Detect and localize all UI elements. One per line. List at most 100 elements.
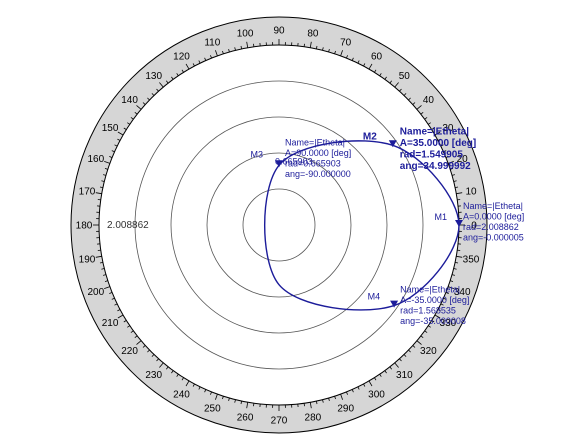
major-tick xyxy=(185,380,190,387)
major-tick xyxy=(159,362,164,368)
minor-tick xyxy=(234,399,236,403)
minor-tick xyxy=(101,268,105,270)
angle-tick-label: 260 xyxy=(237,413,254,424)
minor-tick xyxy=(142,345,146,348)
angle-tick-label: 310 xyxy=(396,370,413,381)
angle-tick-label: 90 xyxy=(273,26,285,37)
minor-tick xyxy=(450,168,454,170)
grid-ring xyxy=(242,188,316,262)
major-tick xyxy=(246,41,249,48)
major-tick xyxy=(215,50,218,57)
minor-tick xyxy=(111,297,115,300)
minor-tick xyxy=(437,309,441,312)
angle-tick-label: 130 xyxy=(145,71,162,82)
minor-tick xyxy=(210,55,212,59)
marker-m1[interactable]: M1 Name=|Etheta|A=0.0000 [deg]rad=2.00886… xyxy=(434,201,524,243)
major-tick xyxy=(368,380,373,387)
angle-tick-label: 180 xyxy=(76,221,93,232)
minor-tick xyxy=(334,396,336,400)
marker-m2[interactable]: M2 Name=|Etheta|A=35.0000 [deg]rad=1.5499… xyxy=(363,126,476,172)
minor-tick xyxy=(328,397,330,402)
minor-tick xyxy=(171,76,174,80)
major-tick xyxy=(416,105,422,110)
minor-tick xyxy=(424,330,428,333)
minor-tick xyxy=(134,111,138,115)
angle-tick-label: 350 xyxy=(463,254,480,265)
major-tick xyxy=(309,402,312,409)
minor-tick xyxy=(127,122,131,125)
minor-tick xyxy=(228,397,230,402)
minor-tick xyxy=(379,73,382,77)
marker-readout-line: rad=1.568535 xyxy=(400,306,456,316)
minor-tick xyxy=(374,69,377,73)
marker-extra-label: 0.665903 xyxy=(275,156,313,166)
marker-triangle xyxy=(275,160,283,168)
major-tick xyxy=(215,393,218,400)
major-tick xyxy=(340,50,343,57)
angle-tick-label: 80 xyxy=(307,29,319,40)
marker-m4[interactable]: M4 Name=|Etheta|A=-35.0000 [deg]rad=1.568… xyxy=(368,285,470,327)
minor-tick xyxy=(403,93,407,96)
grid-ring xyxy=(134,80,424,370)
minor-tick xyxy=(440,144,444,147)
minor-tick xyxy=(440,303,444,306)
angle-tick-label: 70 xyxy=(340,37,352,48)
minor-tick xyxy=(204,389,207,393)
minor-tick xyxy=(412,102,416,105)
angle-tick-label: 150 xyxy=(102,123,119,134)
major-tick xyxy=(104,161,111,164)
angle-tick-label: 20 xyxy=(457,154,469,165)
marker-readout-line: rad=0.665903 xyxy=(285,158,341,168)
minor-tick xyxy=(192,383,195,387)
marker-triangle xyxy=(455,220,463,227)
major-tick xyxy=(136,105,142,110)
marker-m3[interactable]: M3 Name=|Etheta|A=90.0000 [deg]rad=0.6659… xyxy=(250,137,351,179)
minor-tick xyxy=(445,292,449,294)
minor-tick xyxy=(408,349,411,353)
radial-max-label: 2.008862 xyxy=(107,220,149,231)
minor-tick xyxy=(109,156,113,158)
marker-triangle xyxy=(390,300,399,308)
minor-tick xyxy=(408,97,411,101)
minor-tick xyxy=(346,55,348,59)
minor-tick xyxy=(357,60,360,64)
marker-readout-line: Name=|Etheta| xyxy=(400,126,469,137)
minor-tick xyxy=(147,349,150,353)
minor-tick xyxy=(389,366,393,370)
marker-readout-line: ang=-0.000005 xyxy=(463,233,524,243)
major-tick xyxy=(434,131,441,136)
trace-etheta[interactable] xyxy=(263,140,460,311)
minor-tick xyxy=(102,274,107,276)
minor-tick xyxy=(240,45,242,49)
minor-tick xyxy=(123,127,127,130)
major-tick xyxy=(456,255,463,258)
minor-tick xyxy=(427,325,431,328)
minor-tick xyxy=(192,63,195,67)
angle-tick-label: 330 xyxy=(440,318,457,329)
angle-tick-label: 60 xyxy=(371,52,383,63)
angle-tick-label: 220 xyxy=(121,346,138,357)
minor-tick xyxy=(130,330,134,333)
minor-tick xyxy=(437,138,441,141)
minor-tick xyxy=(176,73,179,77)
minor-tick xyxy=(328,48,330,53)
minor-tick xyxy=(451,274,456,276)
minor-tick xyxy=(316,45,318,49)
minor-tick xyxy=(384,370,387,374)
minor-tick xyxy=(109,292,113,294)
minor-tick xyxy=(420,111,424,115)
grid-ring xyxy=(206,152,352,298)
minor-tick xyxy=(389,80,393,84)
marker-readout-line: A=0.0000 [deg] xyxy=(463,212,524,222)
minor-tick xyxy=(351,389,354,393)
minor-tick xyxy=(176,373,179,377)
angle-tick-label: 340 xyxy=(454,287,471,298)
minor-tick xyxy=(147,97,150,101)
marker-id: M1 xyxy=(434,212,447,222)
minor-tick xyxy=(431,320,435,323)
minor-tick xyxy=(351,57,354,61)
minor-tick xyxy=(322,399,324,403)
tick-labels: 0 10 20 30 40 50 60 70 80 90 100 110 120 130 140 150 160… xyxy=(76,26,480,427)
minor-tick xyxy=(104,168,108,170)
minor-tick xyxy=(127,325,131,328)
